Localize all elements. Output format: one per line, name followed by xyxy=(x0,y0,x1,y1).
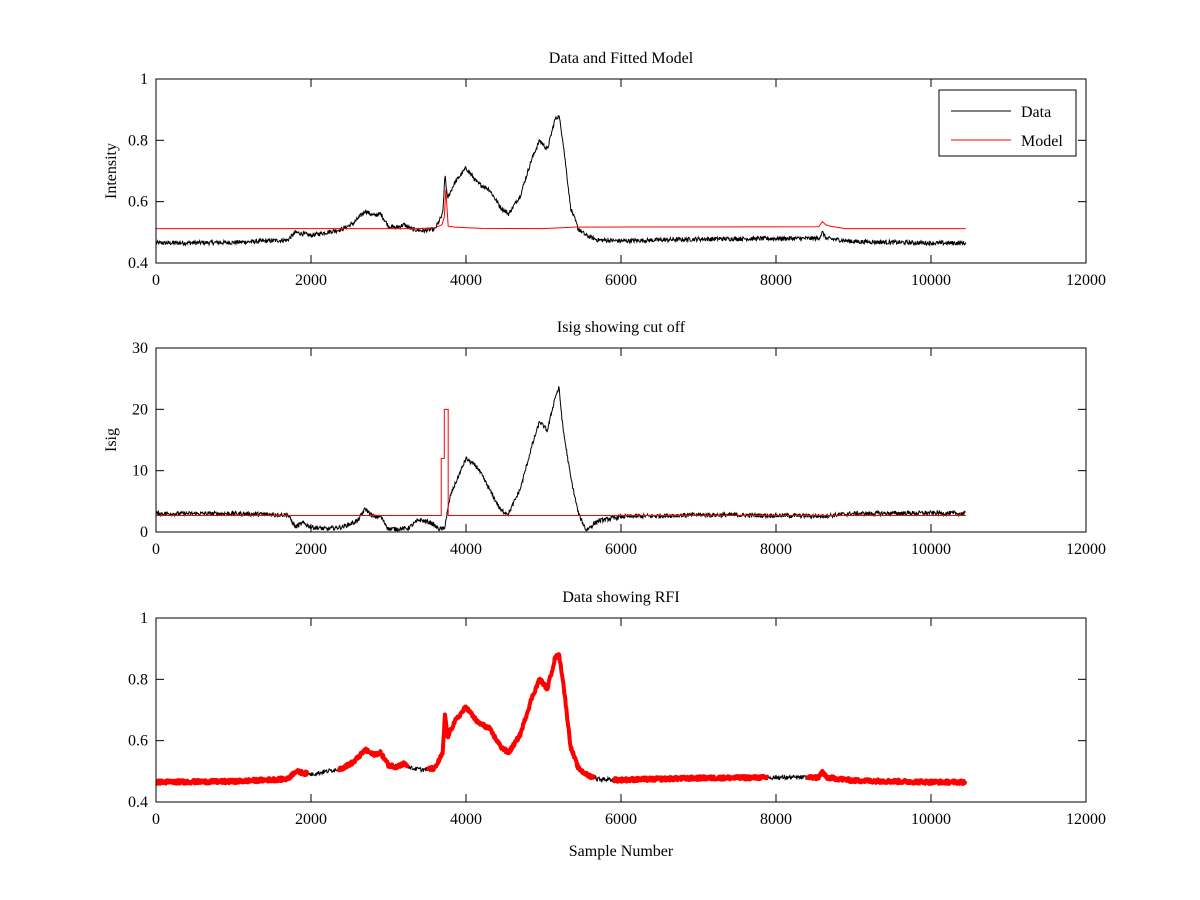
x-tick-label: 4000 xyxy=(450,811,482,828)
rfi-segment-2 xyxy=(336,746,410,773)
y-tick-label: 0 xyxy=(140,524,148,541)
x-tick-label: 0 xyxy=(152,811,160,828)
x-axis-label: Sample Number xyxy=(569,843,674,860)
y-tick-label: 0.6 xyxy=(128,194,148,211)
subplot-3: 0 2000 4000 6000 8000 10000 12000 0.4 0.6 0.8 1 Dat… xyxy=(128,589,1106,860)
legend: Data Model xyxy=(938,89,1077,157)
x-tick-label: 10000 xyxy=(911,272,951,289)
x-tick-label: 0 xyxy=(152,541,160,558)
x-tick-label: 12000 xyxy=(1066,541,1106,558)
x-tick-label: 4000 xyxy=(450,272,482,289)
subplot-2: 0 2000 4000 6000 8000 10000 12000 0 10 20 30 Isig s… xyxy=(103,319,1106,558)
x-tick-label: 0 xyxy=(152,272,160,289)
x-tick-label: 8000 xyxy=(760,272,792,289)
rfi-segment-3 xyxy=(425,652,596,781)
x-tick-label: 8000 xyxy=(760,541,792,558)
series-data xyxy=(156,115,967,247)
x-tick-label: 6000 xyxy=(605,541,637,558)
x-tick-label: 6000 xyxy=(605,272,637,289)
y-tick-label: 1 xyxy=(140,610,148,627)
plot-area xyxy=(156,385,966,532)
x-tick-label: 8000 xyxy=(760,811,792,828)
rfi-segment-1 xyxy=(156,768,309,786)
x-tick-label: 2000 xyxy=(295,811,327,828)
rfi-segment-5 xyxy=(805,768,968,786)
chart-title: Isig showing cut off xyxy=(557,319,686,336)
y-tick-label: 30 xyxy=(132,340,148,357)
plot-area xyxy=(156,115,967,247)
y-tick-label: 0.4 xyxy=(128,794,148,811)
x-tick-label: 4000 xyxy=(450,541,482,558)
x-tick-label: 10000 xyxy=(911,541,951,558)
subplot-1: 0 2000 4000 6000 8000 10000 12000 0.4 0.6 0.8 1 Dat… xyxy=(103,50,1106,289)
series-isig xyxy=(156,385,966,532)
series-cut-off xyxy=(156,408,966,516)
y-axis-label: Intensity xyxy=(103,143,120,199)
subplots: 0 2000 4000 6000 8000 10000 120000.40.60.81Dat… xyxy=(103,50,1106,860)
chart-title: Data and Fitted Model xyxy=(549,50,694,67)
chart-title: Data showing RFI xyxy=(562,589,679,606)
legend-label: Data xyxy=(1021,104,1051,121)
x-tick-label: 12000 xyxy=(1066,811,1106,828)
y-axis-label: Isig xyxy=(103,428,120,452)
x-tick-label: 10000 xyxy=(911,811,951,828)
y-tick-label: 0.6 xyxy=(128,733,148,750)
legend-box xyxy=(938,89,1077,157)
legend-label: Model xyxy=(1021,133,1063,150)
x-tick-label: 2000 xyxy=(295,541,327,558)
y-tick-label: 0.8 xyxy=(128,671,148,688)
series-model xyxy=(156,189,966,230)
plot-area xyxy=(156,652,968,786)
rfi-segment-4 xyxy=(611,773,770,784)
x-tick-label: 2000 xyxy=(295,272,327,289)
x-tick-label: 12000 xyxy=(1066,272,1106,289)
y-tick-label: 10 xyxy=(132,463,148,480)
y-tick-label: 0.4 xyxy=(128,255,148,272)
y-tick-label: 0.8 xyxy=(128,132,148,149)
y-tick-label: 20 xyxy=(132,401,148,418)
x-tick-label: 6000 xyxy=(605,811,637,828)
y-tick-label: 1 xyxy=(140,71,148,88)
